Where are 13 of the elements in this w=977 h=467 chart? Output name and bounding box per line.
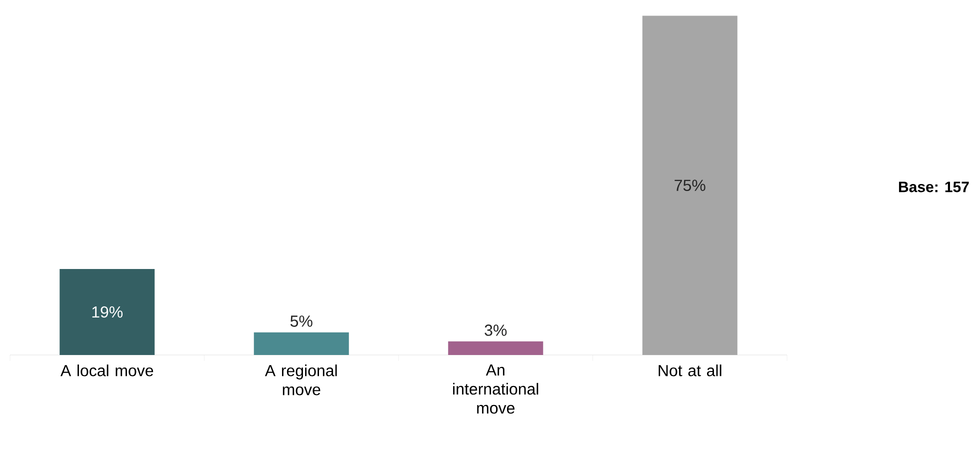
data-label: 3%: [484, 324, 507, 336]
bar: [60, 269, 155, 355]
data-label: 19%: [92, 306, 123, 318]
bar: [642, 16, 738, 355]
bar: [254, 332, 349, 355]
text: Base: 157: [899, 182, 969, 192]
x-tick-label: Not at all: [658, 364, 722, 376]
x-tick-label: A local move: [60, 364, 154, 376]
data-label: 75%: [674, 180, 706, 192]
x-tick-label: A regional move: [264, 364, 337, 396]
x-tick-label: An international move: [453, 364, 538, 414]
data-label: 5%: [290, 316, 312, 327]
bar: [448, 341, 544, 355]
